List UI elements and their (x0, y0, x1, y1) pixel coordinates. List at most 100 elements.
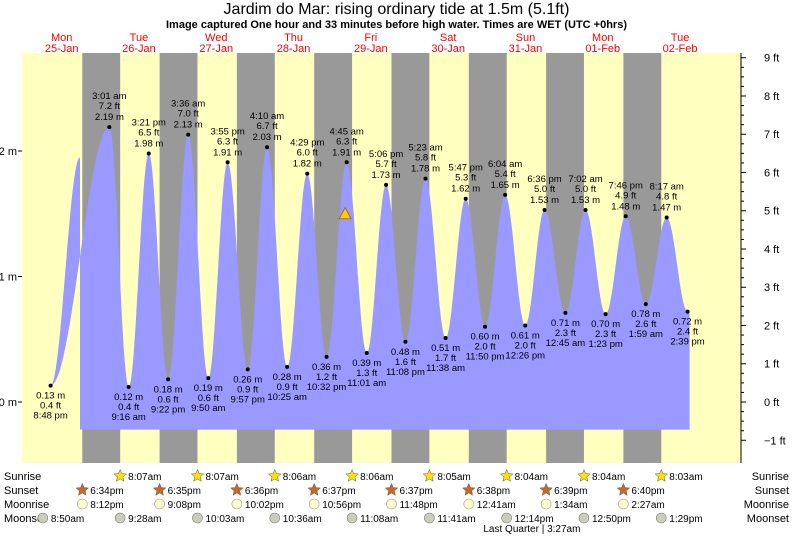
tide-curve (50, 127, 690, 430)
sunset-time: 6:35pm (168, 486, 201, 497)
extreme-feet: 5.0 ft (575, 184, 596, 195)
sunrise-time: 8:07am (205, 472, 238, 483)
extreme-time: 1:23 pm (588, 339, 622, 350)
extreme-feet: 2.3 ft (595, 329, 616, 340)
extreme-labels: 0.13 m0.4 ft8:48 pm3:01 am7.2 ft2.19 m0.… (33, 91, 704, 423)
extreme-dot (364, 351, 369, 356)
extreme-dot (583, 207, 588, 212)
extreme-time: 8:17 am (650, 182, 684, 193)
high-tide-label: 7:02 am5.0 ft1.53 m (568, 174, 602, 206)
extreme-dot (563, 310, 568, 315)
sunrise-icon (345, 468, 359, 482)
moonrise-time: 1:34am (554, 500, 587, 511)
extreme-feet: 5.3 ft (455, 173, 476, 184)
moonrise-icon (540, 498, 552, 510)
extreme-meters: 1.62 m (451, 184, 480, 195)
high-tide-label: 5:47 pm5.3 ft1.62 m (449, 163, 483, 195)
sunrise-time: 8:07am (128, 472, 161, 483)
sunrise-time: 8:04am (592, 472, 625, 483)
extreme-dot (344, 160, 349, 165)
extreme-feet: 0.6 ft (158, 394, 179, 405)
high-tide-label: 3:01 am7.2 ft2.19 m (92, 91, 126, 123)
extreme-meters: 0.51 m (431, 343, 460, 354)
extreme-dot (305, 171, 310, 176)
extreme-time: 9:57 pm (231, 394, 265, 405)
extreme-dot (664, 215, 669, 220)
extreme-time: 12:45 am (546, 338, 586, 349)
sunrise-time: 8:06am (360, 472, 393, 483)
extreme-meters: 2.03 m (253, 132, 282, 143)
sunrise-icon (654, 468, 669, 482)
extreme-dot (384, 182, 389, 187)
sunset-time: 6:37pm (399, 486, 432, 497)
low-tide-label: 0.12 m0.4 ft9:16 am (112, 392, 146, 423)
extreme-feet: 6.3 ft (336, 136, 357, 147)
moonset-time: 12:14pm (515, 514, 554, 525)
day-header-name: Mon (592, 32, 613, 44)
footer-row-label-left: Sunset (4, 485, 38, 497)
moonrise-icon (76, 498, 88, 510)
right-tick-label: 3 ft (764, 282, 779, 294)
high-tide-label: 6:36 pm5.0 ft1.53 m (527, 174, 561, 206)
high-tide-label: 3:36 am7.0 ft2.13 m (171, 99, 205, 131)
sunset-icon (461, 482, 476, 496)
extreme-feet: 2.6 ft (635, 319, 656, 330)
extreme-feet: 5.4 ft (495, 169, 516, 180)
extreme-meters: 1.91 m (213, 147, 242, 158)
extreme-time: 11:08 pm (386, 367, 425, 378)
left-tick-label: 0 m (0, 397, 17, 409)
extreme-feet: 1.7 ft (435, 353, 456, 364)
extreme-meters: 0.19 m (194, 383, 223, 394)
astro-footer: Sunrise Sunrise Sunset Sunset Moonrise Moonri… (4, 468, 789, 535)
right-tick-label: 1 ft (764, 359, 779, 371)
low-tide-label: 0.26 m0.9 ft9:57 pm (231, 374, 265, 405)
moonset-time: 1:29pm (669, 514, 702, 525)
extreme-feet: 0.4 ft (118, 402, 139, 413)
extreme-dot (245, 367, 250, 372)
extreme-meters: 0.78 m (631, 309, 660, 320)
extreme-dot (542, 207, 547, 212)
moonset-time: 8:50am (51, 514, 84, 525)
extreme-time: 4:29 pm (290, 138, 324, 149)
extreme-time: 9:22 pm (151, 404, 185, 415)
extreme-feet: 2.3 ft (555, 328, 576, 339)
extreme-feet: 6.5 ft (138, 128, 159, 139)
extreme-meters: 0.36 m (312, 362, 341, 373)
moonset-icon (192, 512, 203, 524)
moonrise-time: 10:02pm (245, 500, 284, 511)
low-tide-label: 0.78 m2.6 ft1:59 am (629, 309, 663, 340)
day-header-name: Sat (440, 32, 457, 44)
extreme-dot (643, 302, 648, 307)
sunset-time: 6:36pm (245, 486, 278, 497)
right-tick-label: 9 ft (764, 53, 779, 65)
sunset-icon (152, 482, 167, 496)
extreme-feet: 4.8 ft (656, 192, 677, 203)
extreme-meters: 1.98 m (134, 139, 163, 150)
day-header-date: 29-Jan (354, 43, 388, 55)
extreme-time: 3:36 am (171, 99, 205, 110)
extreme-dot (443, 335, 448, 340)
extreme-time: 5:23 am (408, 143, 442, 154)
extreme-time: 5:47 pm (449, 163, 483, 174)
extreme-meters: 1.53 m (530, 195, 559, 206)
day-header-name: Fri (364, 32, 377, 44)
high-tide-label: 7:46 pm4.9 ft1.48 m (609, 180, 643, 212)
extreme-dot (107, 125, 112, 130)
extreme-feet: 2.0 ft (515, 340, 536, 351)
sunrise-icon (422, 468, 437, 482)
extreme-feet: 4.9 ft (615, 190, 636, 201)
day-header-name: Wed (205, 32, 227, 44)
footer-row-label-left: Moonrise (4, 499, 49, 511)
extreme-meters: 0.70 m (591, 319, 620, 330)
day-headers: Mon25-JanTue26-JanWed27-JanThu28-JanFri2… (45, 32, 698, 55)
extreme-feet: 5.8 ft (415, 153, 436, 164)
high-tide-label: 4:45 am6.3 ft1.91 m (329, 126, 363, 158)
footer-row-label-right: Moonrise (744, 499, 789, 511)
sunset-time: 6:40pm (631, 486, 664, 497)
extreme-time: 11:01 am (347, 378, 386, 389)
sunrise-time: 8:04am (515, 472, 548, 483)
extreme-feet: 1.6 ft (395, 357, 416, 368)
sunrise-time: 8:05am (437, 472, 470, 483)
